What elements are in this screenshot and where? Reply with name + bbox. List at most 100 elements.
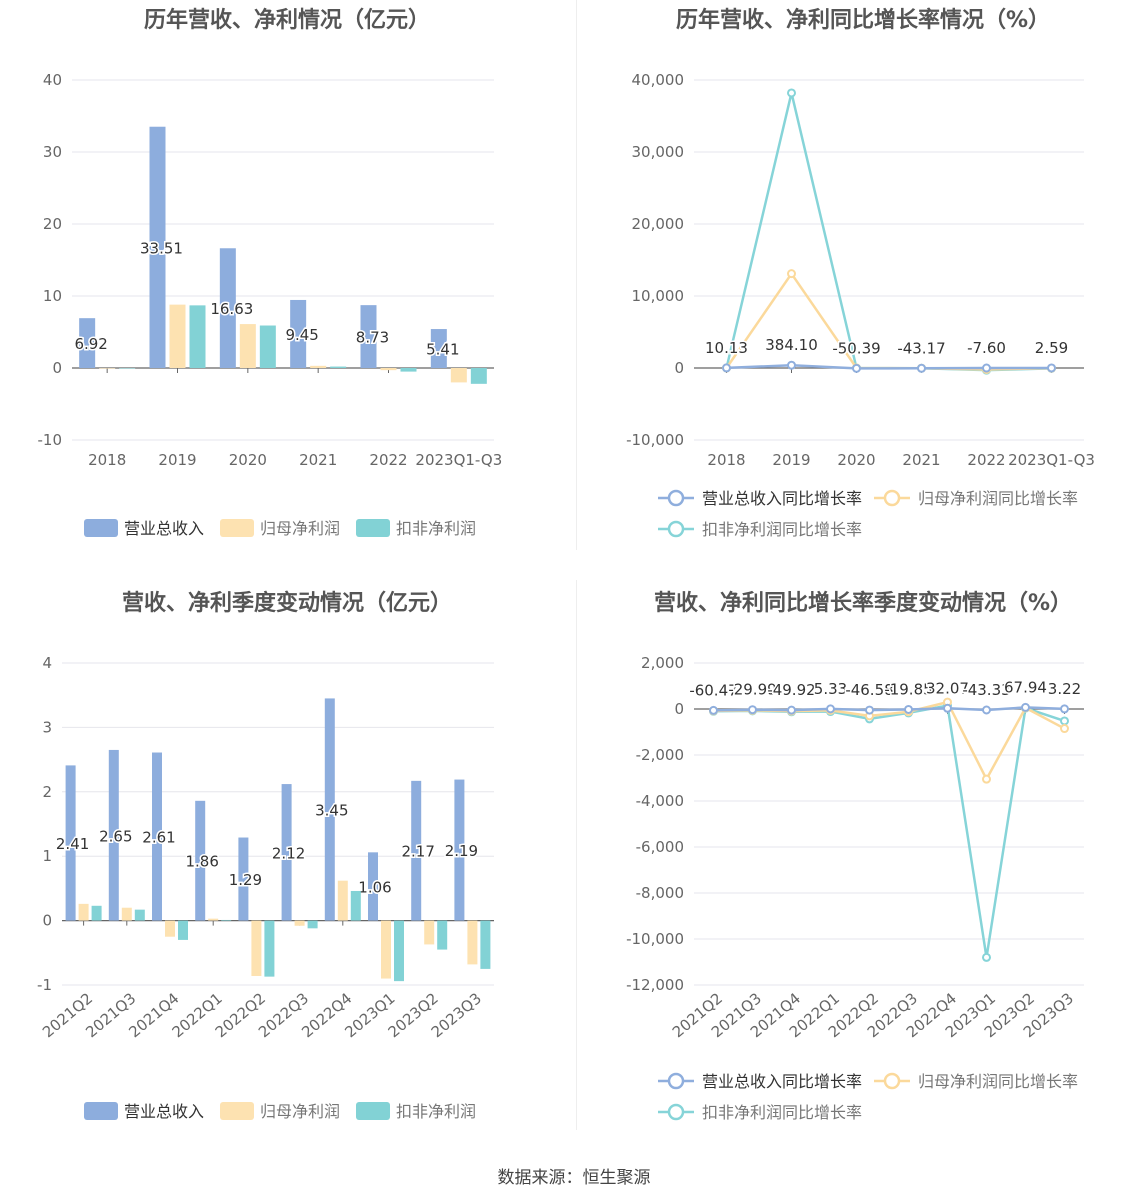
bar-parent-profit [310,365,327,368]
legend-label: 营业总收入 [124,519,204,538]
data-point [917,363,926,373]
data-label: 1.06 [358,878,391,896]
data-point [982,952,991,962]
data-label: 5.33 [814,680,847,698]
bar-revenue [238,837,249,921]
legend-swatch [84,1102,118,1120]
data-label: 2.12 [272,844,305,862]
data-point [982,363,991,373]
data-label: -46.58 [845,681,893,699]
data-point [787,360,796,370]
x-tick-label: 2022 [369,451,407,469]
y-tick-label: -2,000 [636,746,684,764]
bar-parent-profit [294,920,305,926]
bar-parent-profit [450,368,467,383]
bar-deducted-profit [480,920,491,969]
series-line-revenue [726,363,1052,370]
chart-title: 营收、净利季度变动情况（亿元） [121,591,452,616]
vertical-divider-top [576,0,577,550]
y-tick-label: -12,000 [626,976,684,994]
data-point [1047,363,1056,373]
legend-item[interactable]: 营业总收入同比增长率 [658,489,862,508]
data-point [1060,704,1069,714]
legend-swatch [220,1102,254,1120]
bar-deducted-profit [264,920,275,977]
x-tick-label: 2021 [902,451,940,469]
y-tick-label: 30 [43,143,62,161]
bar-revenue [79,318,96,368]
bar-deducted-profit [119,368,136,369]
legend-item[interactable]: 归母净利润 [220,519,340,538]
data-label: 33.51 [140,239,183,257]
bar-deducted-profit [394,920,404,982]
legend-item[interactable]: 营业总收入 [84,1102,204,1121]
y-tick-label: -10,000 [626,431,684,449]
bar-parent-profit [251,920,262,976]
data-label: -19.85 [884,680,932,698]
x-tick-label: 2020 [837,451,875,469]
legend-item[interactable]: 归母净利润同比增长率 [874,489,1078,508]
y-tick-label: 0 [674,700,684,718]
legend-swatch [356,1102,390,1120]
legend-label: 营业总收入 [124,1102,204,1121]
legend-item[interactable]: 扣非净利润 [356,1102,476,1121]
legend-label: 营业总收入同比增长率 [702,1072,862,1091]
data-label: 9.45 [285,326,318,344]
y-tick-label: -10,000 [626,930,684,948]
x-tick-label: 2023Q1-Q3 [1008,451,1095,469]
legend-item[interactable]: 归母净利润 [220,1102,340,1121]
annual-revenue-profit-chart: 历年营收、净利情况（亿元） -10 0 10 20 30 40 2018 2019 2020 20… [0,0,574,560]
data-label: 2.17 [401,843,434,861]
data-point [943,703,952,713]
bar-revenue [152,752,162,921]
legend-item[interactable]: 扣非净利润 [356,519,476,538]
data-point [826,704,835,714]
bar-parent-profit [380,368,397,371]
vertical-divider-bottom [576,580,577,1130]
data-label: 67.94 [1004,678,1047,696]
chart-svg: -10,000 0 10,000 20,000 30,000 40,000 2018 2019… [626,71,1095,539]
bar-deducted-profit [134,909,145,921]
data-point [904,704,913,714]
y-tick-label: 40 [43,71,62,89]
x-tick-label: 2019 [772,451,810,469]
quarterly-revenue-profit-chart: 营收、净利季度变动情况（亿元） -1 0 1 2 3 4 2021Q2 2021Q3 2021Q… [0,583,574,1143]
legend-item[interactable]: 归母净利润同比增长率 [874,1072,1078,1091]
y-tick-label: 4 [42,654,52,672]
y-tick-label: 40,000 [632,71,685,89]
bar-revenue [108,749,119,921]
legend-item[interactable]: 扣非净利润同比增长率 [658,520,862,539]
y-tick-label: -1 [37,976,52,994]
data-label: -43.17 [897,339,945,357]
bar-revenue [219,248,236,368]
legend-item[interactable]: 营业总收入同比增长率 [658,1072,862,1091]
bar-parent-profit [165,920,175,937]
data-label: 2.19 [445,842,478,860]
data-label: 384.10 [765,336,818,354]
legend-item[interactable]: 营业总收入 [84,519,204,538]
data-point [1021,702,1030,712]
data-point [787,269,796,279]
bar-deducted-profit [189,305,206,368]
bar-deducted-profit [330,366,347,368]
bar-revenue [281,784,292,921]
data-point [852,363,861,373]
bar-deducted-profit [350,890,361,921]
bar-parent-profit [121,907,132,921]
legend-swatch [220,519,254,537]
legend-marker [667,520,685,538]
bar-parent-profit [99,368,116,369]
bar-deducted-profit [221,919,232,921]
data-label: 5.41 [426,341,459,359]
data-point [982,705,991,715]
legend-item[interactable]: 扣非净利润同比增长率 [658,1103,862,1122]
legend-marker [667,1072,685,1090]
data-label: -7.60 [967,339,1006,357]
data-label: -29.99 [728,681,776,699]
y-tick-label: -8,000 [636,884,684,902]
data-point [787,88,796,98]
bar-deducted-profit [259,325,276,368]
legend-label: 归母净利润 [260,1102,340,1121]
data-label: 16.63 [210,300,253,318]
legend-label: 扣非净利润 [396,1102,476,1121]
